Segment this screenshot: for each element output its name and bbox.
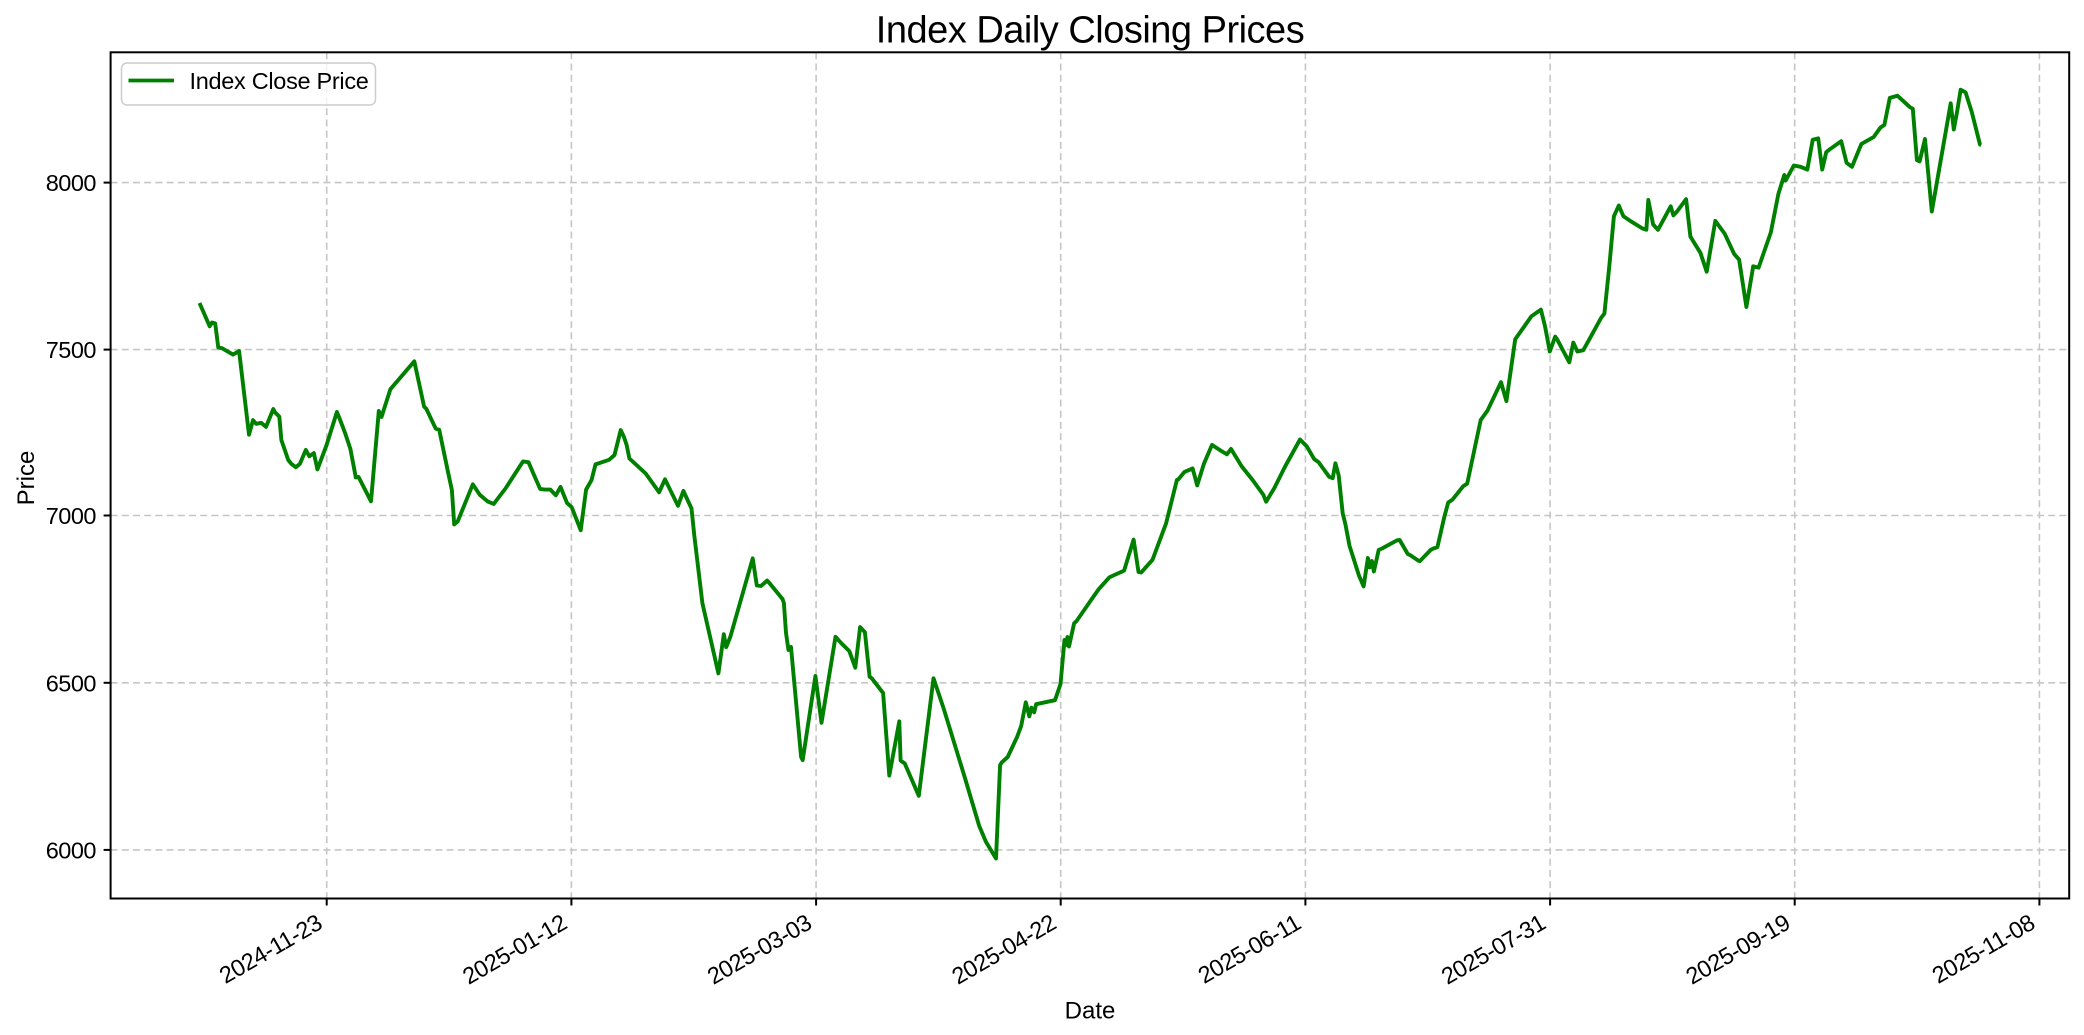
svg-text:2025-04-22: 2025-04-22 xyxy=(947,909,1060,989)
svg-text:2025-11-08: 2025-11-08 xyxy=(1928,909,2040,988)
svg-text:8000: 8000 xyxy=(46,170,97,196)
svg-text:2024-11-23: 2024-11-23 xyxy=(215,909,327,988)
svg-text:2025-01-12: 2025-01-12 xyxy=(458,909,571,989)
svg-text:7000: 7000 xyxy=(46,503,97,529)
svg-text:6500: 6500 xyxy=(46,670,97,696)
svg-text:7500: 7500 xyxy=(46,337,97,363)
svg-text:Price: Price xyxy=(13,451,40,506)
svg-text:2025-09-19: 2025-09-19 xyxy=(1681,909,1794,989)
svg-text:6000: 6000 xyxy=(46,837,97,863)
svg-text:2025-03-03: 2025-03-03 xyxy=(703,909,816,989)
svg-text:Index Close Price: Index Close Price xyxy=(190,68,369,94)
svg-text:2025-06-11: 2025-06-11 xyxy=(1194,909,1305,988)
svg-text:2025-07-31: 2025-07-31 xyxy=(1437,909,1550,989)
svg-text:Index Daily Closing Prices: Index Daily Closing Prices xyxy=(876,10,1304,52)
svg-text:Date: Date xyxy=(1065,998,1116,1025)
